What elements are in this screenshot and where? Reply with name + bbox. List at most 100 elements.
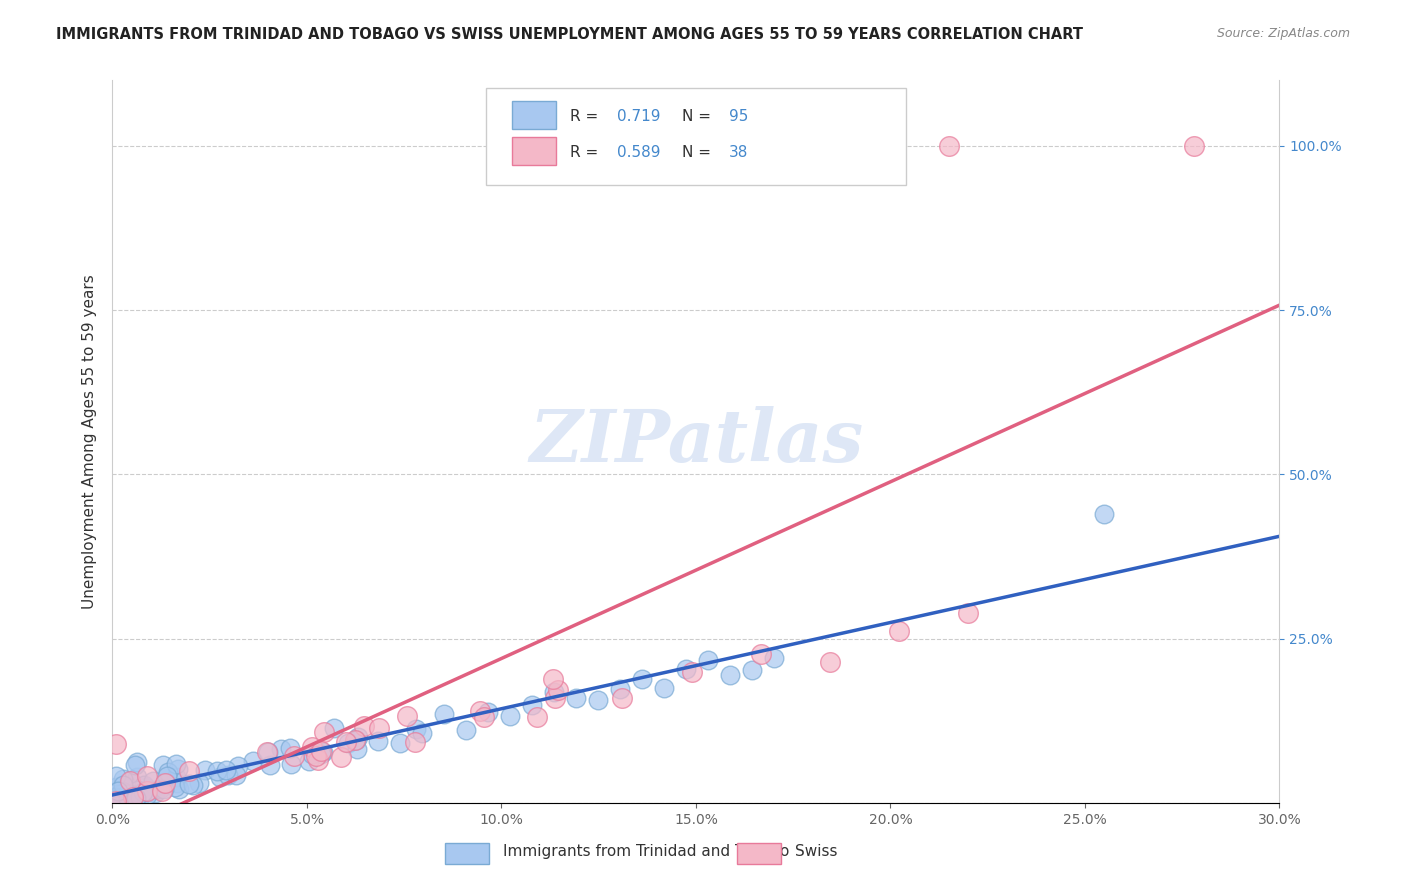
Point xyxy=(696,653,718,667)
Point xyxy=(181,778,204,792)
Point xyxy=(312,745,335,759)
FancyBboxPatch shape xyxy=(486,87,905,185)
Point xyxy=(704,139,727,153)
Point xyxy=(298,754,321,768)
Point xyxy=(499,709,522,723)
Point xyxy=(142,774,165,789)
Point xyxy=(117,791,139,805)
Point xyxy=(405,722,427,736)
Point xyxy=(343,732,366,747)
Point xyxy=(108,787,131,801)
Point xyxy=(112,781,135,796)
Point xyxy=(301,747,323,762)
Point xyxy=(477,706,499,720)
Point xyxy=(353,718,375,732)
Point xyxy=(132,785,155,799)
Point xyxy=(565,691,588,706)
Point xyxy=(114,786,136,800)
Point xyxy=(256,745,278,759)
Point xyxy=(675,662,697,676)
Bar xyxy=(446,843,489,864)
Point xyxy=(153,782,176,797)
Point xyxy=(225,768,247,782)
Point xyxy=(259,758,281,772)
Point xyxy=(177,764,200,779)
Point xyxy=(226,759,249,773)
Point xyxy=(128,790,150,805)
Point xyxy=(134,778,156,792)
Point xyxy=(280,757,302,772)
Point xyxy=(301,740,323,755)
Point xyxy=(242,754,264,768)
Point xyxy=(167,781,190,796)
Point xyxy=(367,734,389,748)
Point xyxy=(749,647,772,661)
Point xyxy=(107,784,129,798)
Point xyxy=(454,723,477,738)
Point xyxy=(938,139,960,153)
Point xyxy=(305,748,328,763)
Text: R =: R = xyxy=(569,109,603,124)
Point xyxy=(368,722,391,736)
Point xyxy=(586,693,609,707)
Point xyxy=(543,672,565,686)
Point xyxy=(112,778,135,792)
Text: ZIPatlas: ZIPatlas xyxy=(529,406,863,477)
Point xyxy=(135,769,157,783)
Point xyxy=(156,769,179,783)
Point xyxy=(404,735,426,749)
Point xyxy=(309,744,332,758)
Point xyxy=(205,764,228,778)
Point xyxy=(330,750,353,764)
Point xyxy=(215,763,238,777)
Point xyxy=(165,770,187,784)
Point xyxy=(631,672,654,686)
Point xyxy=(122,789,145,804)
Point xyxy=(129,789,152,804)
Text: R =: R = xyxy=(569,145,603,160)
Point xyxy=(741,663,763,677)
Point xyxy=(125,755,148,769)
Point xyxy=(314,724,336,739)
Bar xyxy=(512,137,555,165)
Point xyxy=(105,790,128,805)
Text: Immigrants from Trinidad and Tobago: Immigrants from Trinidad and Tobago xyxy=(503,845,790,859)
Point xyxy=(153,776,176,790)
Point xyxy=(112,789,135,804)
Bar xyxy=(512,101,555,128)
Point xyxy=(108,791,131,805)
Point xyxy=(762,651,785,665)
Y-axis label: Unemployment Among Ages 55 to 59 years: Unemployment Among Ages 55 to 59 years xyxy=(82,274,97,609)
Point xyxy=(818,655,841,669)
Point xyxy=(105,794,128,808)
Point xyxy=(111,772,134,787)
Point xyxy=(1182,139,1205,153)
Point xyxy=(681,665,703,680)
Point xyxy=(307,753,329,767)
Point xyxy=(323,721,346,735)
Point xyxy=(257,745,280,759)
Point xyxy=(149,781,172,796)
Point xyxy=(887,624,910,638)
Point xyxy=(134,780,156,794)
Point xyxy=(433,707,456,722)
Point xyxy=(194,763,217,777)
Point xyxy=(346,730,368,744)
Point xyxy=(115,779,138,793)
Point xyxy=(346,741,368,756)
Point xyxy=(105,784,128,798)
Point xyxy=(309,747,332,761)
Point xyxy=(135,784,157,798)
Point xyxy=(156,765,179,780)
Point xyxy=(609,681,631,696)
Point xyxy=(470,704,492,718)
Point xyxy=(167,762,190,776)
Text: 38: 38 xyxy=(728,145,748,160)
Point xyxy=(395,709,418,723)
Point xyxy=(118,773,141,788)
Point xyxy=(122,788,145,802)
Point xyxy=(115,792,138,806)
Point xyxy=(105,737,128,751)
Point xyxy=(472,710,495,724)
Text: 95: 95 xyxy=(728,109,748,124)
